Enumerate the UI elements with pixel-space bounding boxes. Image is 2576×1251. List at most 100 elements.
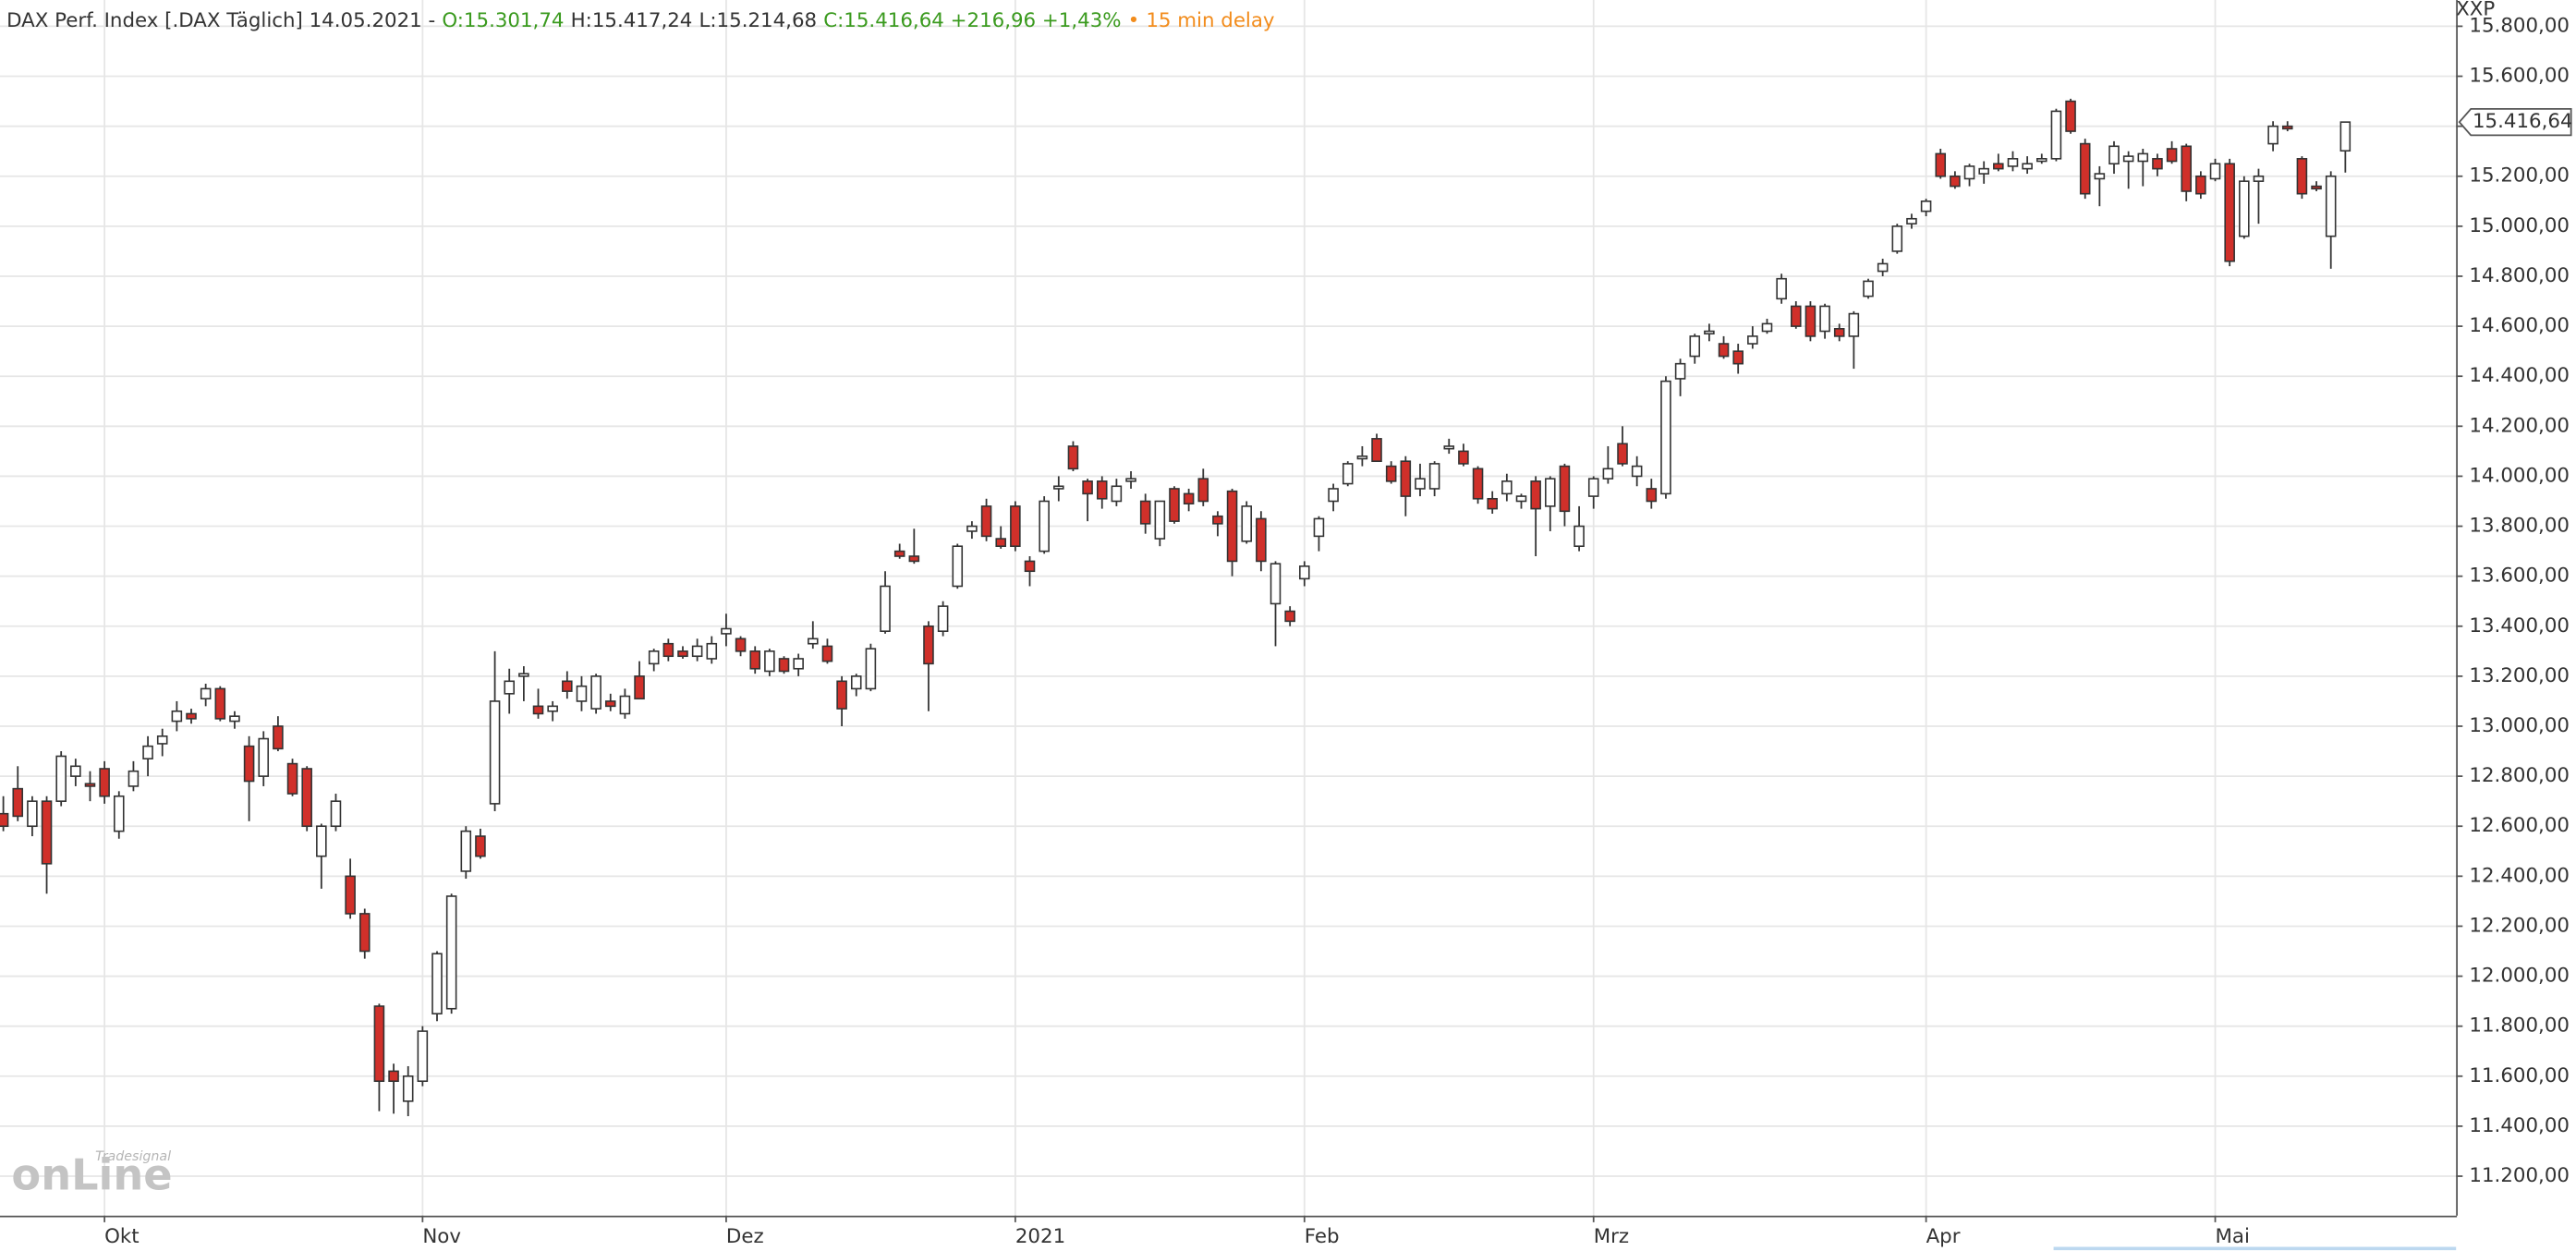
candle-body	[880, 585, 891, 632]
candle-body	[1963, 165, 1975, 180]
candle-body	[1385, 465, 1397, 482]
candle-body	[821, 645, 833, 662]
x-tick-label: Mrz	[1594, 1225, 1629, 1248]
last-price-label: 15.416,64	[2473, 110, 2573, 133]
candle-body	[1183, 492, 1195, 504]
candle-body	[2122, 155, 2134, 163]
y-tick-label: 13.600,00	[2469, 565, 2570, 588]
y-tick-label: 12.000,00	[2469, 965, 2570, 988]
y-tick-label: 14.200,00	[2469, 414, 2570, 437]
candle-body	[1270, 563, 1282, 605]
header-high: H:15.417,24	[571, 9, 693, 32]
candle-body	[2224, 163, 2235, 262]
candle-body	[445, 895, 457, 1010]
y-tick-label: 14.800,00	[2469, 264, 2570, 287]
candle-body	[1010, 505, 1021, 547]
y-tick-label: 11.800,00	[2469, 1014, 2570, 1038]
candle-body	[1660, 380, 1671, 495]
candle-body	[2209, 163, 2221, 180]
candle-body	[706, 642, 718, 660]
candle-body	[1935, 152, 1947, 177]
candle-body	[1053, 485, 1064, 490]
candle-body	[1039, 500, 1050, 553]
candle-body	[1863, 280, 1874, 298]
candle-body	[562, 680, 573, 692]
candle-body	[865, 648, 877, 690]
candle-body	[358, 913, 371, 953]
candle-body	[431, 953, 443, 1014]
candle-body	[402, 1075, 414, 1102]
candle-body	[937, 605, 949, 632]
candle-body	[12, 787, 24, 818]
candle-body	[619, 695, 631, 715]
candle-body	[952, 545, 964, 588]
candle-body	[186, 712, 197, 720]
candle-body	[908, 555, 920, 563]
candle-body	[995, 538, 1006, 547]
candle-body	[1718, 343, 1730, 358]
candle-body	[1313, 517, 1325, 538]
y-tick-label: 14.000,00	[2469, 464, 2570, 487]
candle-body	[1067, 445, 1079, 470]
candle-body	[417, 1030, 429, 1083]
candle-body	[1617, 443, 1628, 465]
y-tick-label: 15.800,00	[2469, 14, 2570, 37]
candle-body	[1587, 478, 1599, 497]
candle-body	[489, 700, 501, 805]
candle-body	[55, 755, 67, 802]
candle-body	[330, 800, 342, 828]
candle-body	[229, 715, 240, 723]
candle-body	[1299, 565, 1310, 580]
candle-body	[345, 875, 356, 915]
candle-body	[27, 800, 38, 828]
candle-body	[691, 645, 703, 658]
candle-body	[1776, 277, 1787, 300]
candle-body	[590, 675, 601, 710]
candle-body	[2050, 110, 2062, 160]
candle-body	[1501, 480, 1513, 495]
candle-body	[1082, 480, 1093, 495]
candle-body	[793, 658, 804, 670]
candle-body	[388, 1070, 399, 1083]
candle-body	[1920, 200, 1932, 213]
y-tick-label: 15.000,00	[2469, 214, 2570, 237]
candle-body	[113, 795, 125, 832]
candle-body	[1877, 262, 1889, 273]
candle-body	[1704, 330, 1715, 335]
y-tick-label: 11.600,00	[2469, 1064, 2570, 1087]
candle-body	[171, 710, 183, 723]
candle-body	[214, 687, 226, 720]
candle-body	[273, 725, 284, 750]
candle-body	[200, 687, 212, 700]
x-tick-label: Dez	[726, 1225, 764, 1248]
candle-body	[1530, 480, 1541, 510]
y-tick-label: 11.200,00	[2469, 1164, 2570, 1187]
candle-body	[286, 762, 298, 795]
candle-body	[243, 745, 255, 783]
candle-body	[1804, 305, 1817, 337]
header-close: C:15.416,64 +216,96 +1,43%	[823, 9, 1121, 32]
candle-body	[1096, 480, 1108, 500]
candle-body	[99, 768, 110, 797]
header: DAX Perf. Index [.DAX Täglich] 14.05.202…	[6, 9, 1274, 32]
logo: onLine	[11, 1149, 172, 1199]
y-tick-label: 14.600,00	[2469, 314, 2570, 337]
candle-body	[1328, 488, 1339, 503]
candle-body	[1284, 610, 1295, 623]
candle-body	[1848, 312, 1860, 337]
candle-body	[2181, 145, 2193, 192]
candle-body	[2311, 185, 2322, 190]
candle-body	[1950, 175, 1961, 188]
candle-body	[2267, 125, 2278, 145]
candle-body	[475, 835, 486, 857]
candle-body	[1631, 465, 1643, 478]
candle-body	[460, 830, 472, 872]
candle-body	[2022, 163, 2033, 170]
y-tick-label: 12.200,00	[2469, 914, 2570, 937]
candle-body	[532, 705, 544, 715]
candle-body	[1978, 167, 1989, 175]
candle-body	[836, 680, 847, 710]
y-tick-label: 14.400,00	[2469, 364, 2570, 387]
candle-body	[1574, 525, 1585, 547]
y-tick-label: 13.400,00	[2469, 614, 2570, 638]
